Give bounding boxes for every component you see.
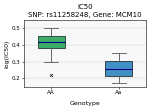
PathPatch shape (105, 61, 132, 76)
X-axis label: Genotype: Genotype (70, 101, 100, 106)
Title: IC50
SNP: rs11258248, Gene: MCM10: IC50 SNP: rs11258248, Gene: MCM10 (28, 4, 142, 18)
PathPatch shape (38, 36, 65, 48)
Y-axis label: log(IC50): log(IC50) (4, 39, 9, 68)
